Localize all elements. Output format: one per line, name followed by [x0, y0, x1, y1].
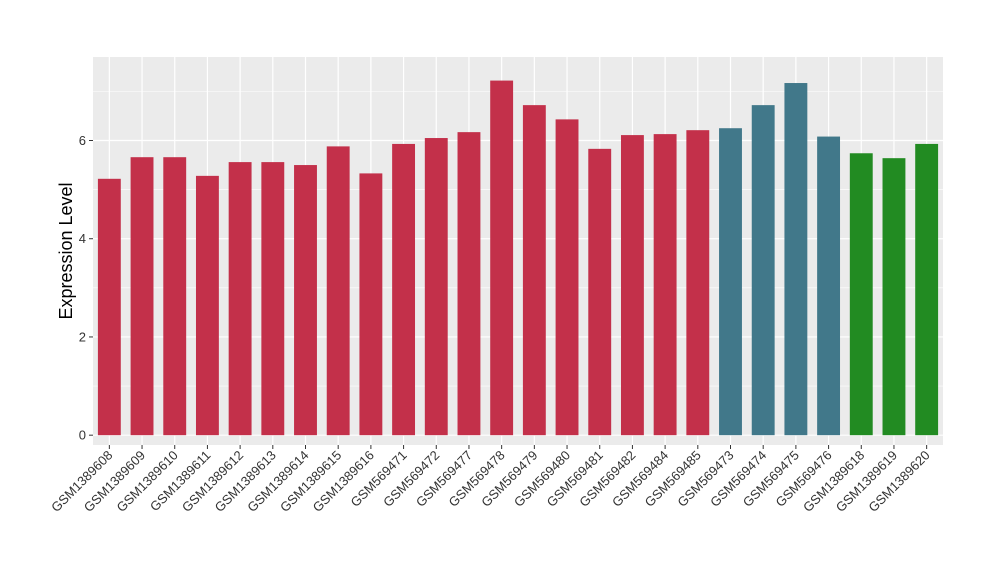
bar-GSM569479	[522, 105, 546, 436]
y-axis: 0 2 4 6	[79, 133, 93, 443]
bar-GSM569482	[620, 135, 644, 436]
bar-GSM569484	[653, 134, 677, 436]
y-tick-label: 0	[79, 428, 86, 443]
bar-GSM1389618	[849, 153, 873, 436]
bar-GSM1389613	[261, 162, 285, 436]
bar-GSM569480	[555, 119, 579, 436]
bar-GSM1389612	[228, 162, 252, 436]
bar-GSM1389611	[195, 175, 219, 436]
plot-panel	[93, 57, 943, 445]
bar-GSM1389614	[294, 165, 317, 436]
bar-GSM1389620	[915, 143, 939, 436]
bar-GSM569475	[784, 83, 808, 436]
bar-GSM569476	[817, 136, 841, 436]
bar-GSM1389615	[326, 146, 350, 436]
y-tick-label: 6	[79, 133, 86, 148]
bar-GSM569481	[588, 148, 612, 436]
bar-GSM569474	[751, 105, 775, 436]
bar-GSM569472	[424, 138, 448, 436]
bar-GSM1389616	[359, 173, 383, 436]
bars	[97, 80, 939, 436]
y-tick-label: 4	[79, 231, 86, 246]
bar-GSM569485	[686, 130, 710, 436]
bar-GSM1389619	[882, 158, 906, 436]
y-tick-label: 2	[79, 329, 86, 344]
bar-GSM569473	[719, 128, 742, 436]
x-axis: GSM1389608GSM1389609GSM1389610GSM1389611…	[48, 445, 933, 515]
bar-GSM569478	[490, 80, 514, 436]
bar-GSM569471	[392, 143, 416, 436]
bar-GSM1389609	[130, 157, 154, 436]
bar-GSM1389608	[97, 178, 121, 436]
y-axis-title: Expression Level	[56, 182, 76, 319]
bar-GSM1389610	[163, 157, 187, 436]
bar-GSM569477	[457, 132, 481, 436]
